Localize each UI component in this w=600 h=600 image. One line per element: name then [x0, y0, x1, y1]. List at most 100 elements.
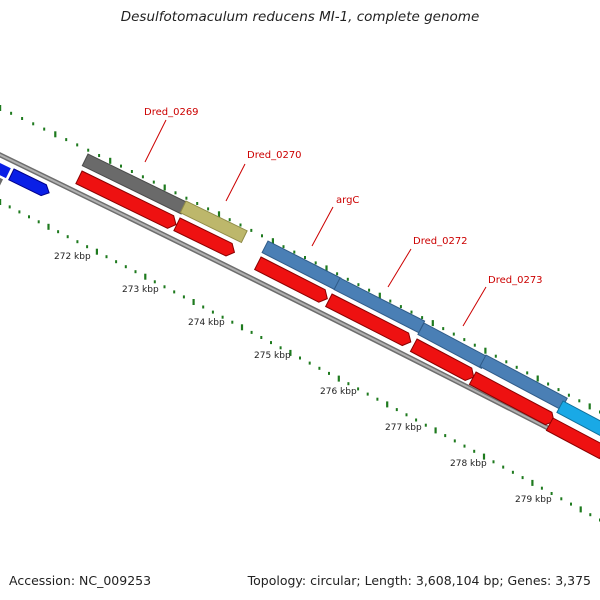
outer-tick-38 — [410, 310, 413, 314]
outer-tick-16 — [174, 191, 177, 195]
outer-tick-32 — [346, 277, 349, 281]
outer-tick-35 — [378, 292, 381, 299]
map-title: Desulfotomaculum reducens MI-1, complete… — [120, 9, 480, 25]
outer-tick-45 — [484, 347, 487, 354]
outer-tick-52 — [557, 388, 560, 392]
inner-tick-1 — [8, 205, 11, 209]
feature-cyan[interactable] — [556, 400, 600, 438]
inner-tick-47 — [453, 439, 456, 443]
feature-red-2[interactable] — [173, 217, 238, 259]
inner-tick-10 — [95, 248, 98, 255]
inner-tick-41 — [395, 408, 398, 412]
gene-label-dred-0270[interactable]: Dred_0270 — [247, 150, 302, 161]
feature-red-7[interactable] — [545, 417, 600, 460]
gene-label-dred-0269[interactable]: Dred_0269 — [144, 107, 199, 118]
gene-label-dred-0273[interactable]: Dred_0273 — [488, 275, 543, 286]
inner-tick-32 — [308, 361, 311, 365]
inner-tick-2 — [18, 210, 21, 214]
inner-tick-28 — [270, 341, 272, 345]
inner-tick-31 — [299, 356, 301, 360]
inner-tick-33 — [318, 366, 321, 370]
feature-red-6[interactable] — [468, 371, 557, 428]
inner-tick-54 — [521, 476, 524, 480]
inner-tick-44 — [424, 423, 427, 427]
inner-tick-22 — [211, 310, 214, 314]
outer-tick-20 — [217, 211, 221, 218]
inner-tick-59 — [570, 502, 572, 506]
inner-tick-60 — [579, 506, 582, 513]
outer-tick-12 — [130, 170, 133, 173]
inner-tick-35 — [337, 375, 340, 382]
gene-label-leaders — [144, 119, 487, 327]
accession-label: Accession: NC_009253 — [9, 573, 152, 588]
inner-tick-26 — [250, 330, 253, 334]
inner-tick-8 — [76, 240, 79, 244]
outer-tick-43 — [463, 338, 466, 342]
inner-tick-14 — [134, 270, 137, 274]
inner-tick-17 — [163, 285, 166, 289]
inner-tick-56 — [540, 486, 543, 490]
feature-dred-0270[interactable] — [179, 200, 248, 244]
inner-tick-11 — [105, 255, 108, 259]
outer-tick-46 — [494, 354, 497, 358]
inner-tick-24 — [231, 320, 234, 324]
inner-tick-3 — [28, 215, 30, 219]
feature-track-outer — [0, 153, 600, 438]
outer-tick-18 — [196, 202, 199, 205]
inner-tick-5 — [47, 223, 50, 230]
inner-tick-39 — [376, 397, 379, 401]
feature-blue-arrow[interactable] — [8, 168, 52, 198]
feature-blue-left[interactable] — [0, 160, 11, 179]
outer-tick-48 — [515, 365, 518, 369]
outer-tick-44 — [473, 343, 476, 347]
outer-tick-25 — [271, 238, 274, 245]
tick-labels: 272 kbp 273 kbp 274 kbp 275 kbp 276 kbp … — [54, 252, 552, 505]
inner-tick-12 — [115, 260, 118, 264]
outer-tick-ring — [0, 105, 600, 414]
outer-tick-11 — [120, 164, 122, 168]
inner-tick-53 — [511, 470, 514, 474]
inner-tick-15 — [144, 273, 147, 280]
inner-tick-40 — [386, 401, 389, 408]
inner-tick-21 — [202, 305, 205, 309]
tick-label-276: 276 kbp — [320, 387, 357, 397]
gene-label-argc[interactable]: argC — [336, 195, 359, 206]
feature-red-3[interactable] — [253, 256, 331, 305]
inner-tick-37 — [357, 387, 360, 391]
feature-gray-left[interactable] — [0, 175, 3, 189]
gene-labels: Dred_0269 Dred_0270 argC Dred_0272 Dred_… — [144, 107, 543, 286]
backbone — [0, 152, 600, 458]
inner-tick-58 — [560, 497, 563, 501]
inner-tick-20 — [192, 299, 195, 305]
tick-label-279: 279 kbp — [515, 495, 552, 505]
feature-red-1[interactable] — [75, 170, 179, 231]
outer-tick-24 — [261, 234, 263, 238]
gene-label-dred-0272[interactable]: Dred_0272 — [413, 236, 468, 247]
outer-tick-15 — [163, 184, 166, 191]
outer-tick-47 — [505, 360, 508, 364]
inner-tick-61 — [589, 513, 592, 517]
inner-tick-30 — [289, 349, 292, 356]
outer-tick-3 — [32, 122, 35, 126]
outer-tick-4 — [43, 127, 46, 131]
inner-tick-50 — [482, 453, 486, 460]
inner-tick-48 — [463, 444, 466, 448]
inner-tick-0 — [0, 199, 2, 205]
inner-tick-51 — [492, 460, 495, 464]
outer-tick-31 — [336, 272, 339, 276]
outer-tick-2 — [21, 117, 24, 120]
outer-tick-14 — [152, 180, 155, 184]
inner-tick-34 — [328, 371, 330, 375]
tick-label-273: 273 kbp — [122, 285, 159, 295]
outer-tick-54 — [578, 399, 581, 403]
outer-tick-41 — [442, 327, 445, 331]
outer-tick-23 — [250, 228, 253, 232]
inner-tick-55 — [531, 479, 534, 486]
inner-tick-7 — [66, 235, 69, 239]
outer-tick-28 — [304, 256, 306, 259]
feature-red-4[interactable] — [324, 293, 414, 348]
tick-label-275: 275 kbp — [254, 351, 291, 361]
feature-red-5[interactable] — [409, 338, 477, 383]
inner-tick-19 — [182, 295, 185, 299]
